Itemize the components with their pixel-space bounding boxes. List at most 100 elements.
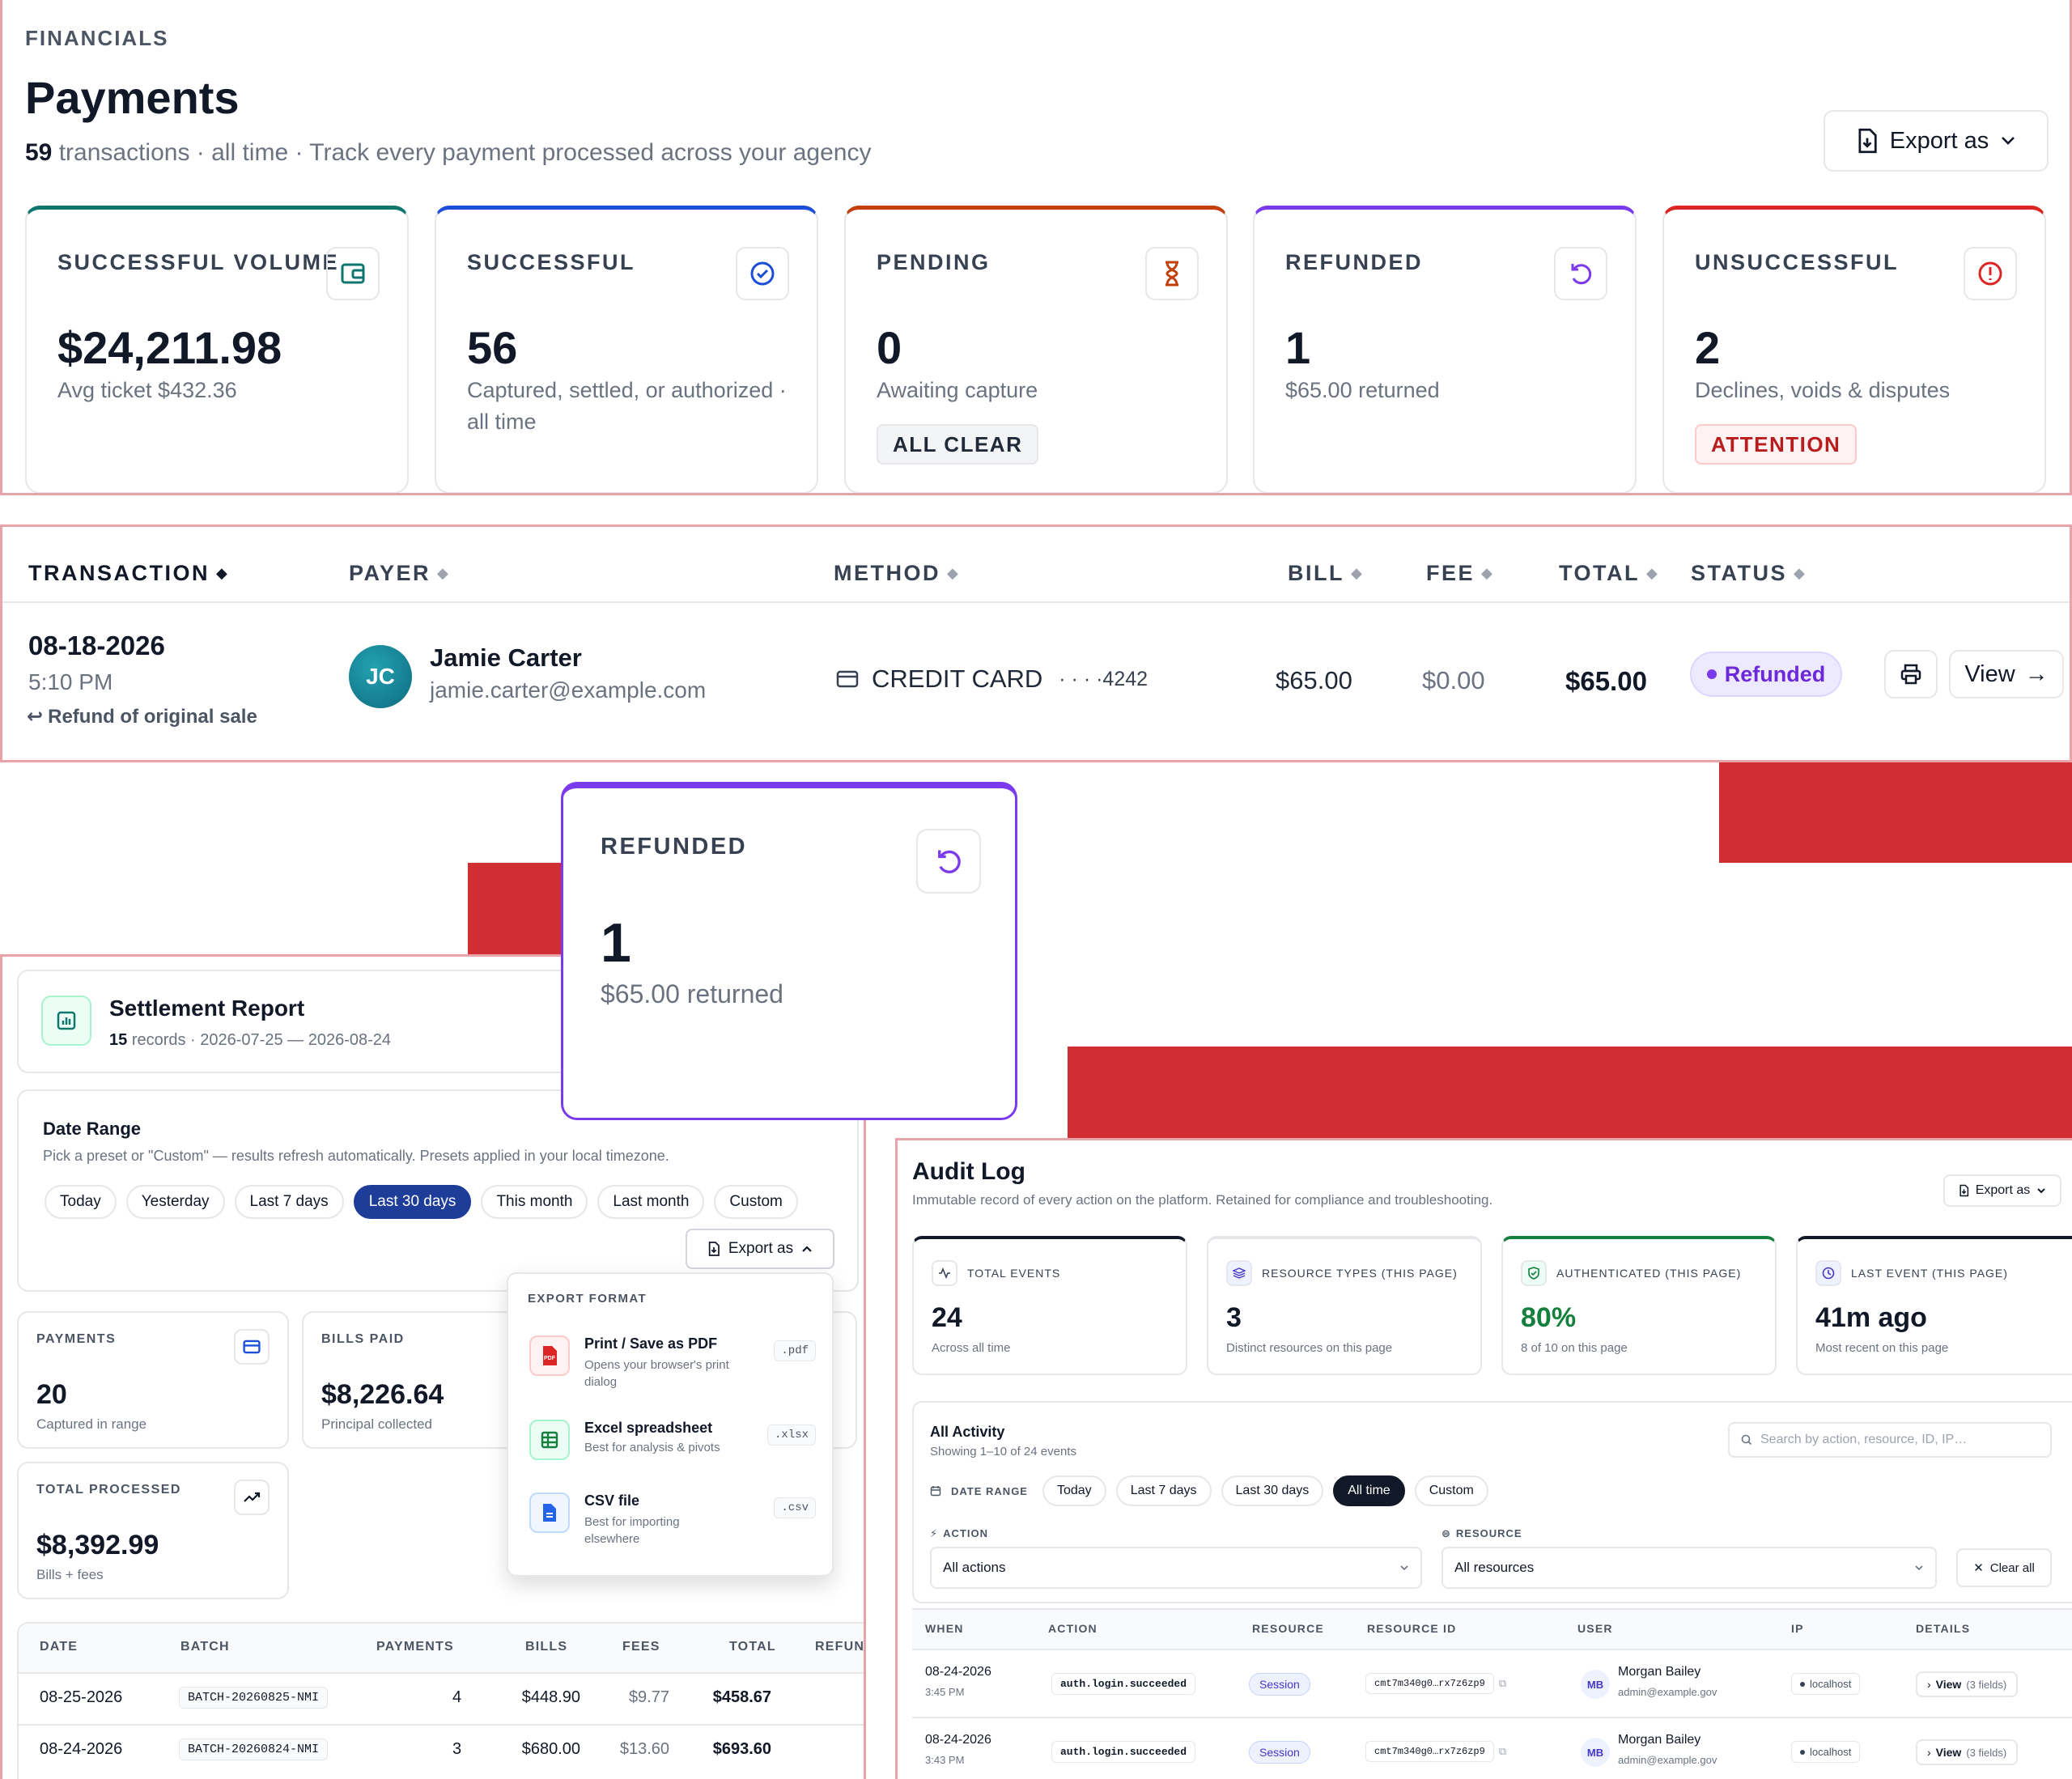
row-email: admin@example.gov [1618,1686,1717,1698]
refund-note-text: Refund of original sale [48,705,257,728]
resource-id-value: cmt7m340g0…rx7z6zp9 [1365,1741,1494,1762]
row-total: $458.67 [712,1688,771,1706]
menu-item-title: Excel spreadsheet [584,1420,713,1436]
stat-value: $8,392.99 [36,1530,159,1560]
preset-custom[interactable]: Custom [714,1185,798,1219]
svg-text:PDF: PDF [544,1356,556,1361]
copy-icon[interactable]: ⧉ [1498,1677,1507,1689]
transaction-time: 5:10 PM [28,669,113,694]
action-select[interactable]: All actions [930,1547,1422,1589]
column-header-bill[interactable]: BILL ◆ [1288,561,1364,586]
row-batch: BATCH-20260825-NMI [179,1687,329,1709]
column-label: BILL [1288,561,1344,585]
stat-card-payments: PAYMENTS 20 Captured in range [17,1311,289,1449]
status-pill-attention: ATTENTION [1695,424,1858,465]
activity-icon [932,1260,957,1286]
export-label: Export as [1889,127,1989,154]
kpi-sub: Awaiting capture [877,378,1038,402]
refresh-icon [1554,247,1607,300]
file-export-icon [707,1241,720,1257]
preset-yesterday[interactable]: Yesterday [125,1185,225,1219]
audit-export-button[interactable]: Export as [1943,1174,2061,1207]
col-date: DATE [40,1640,79,1654]
preset-last-7-days[interactable]: Last 7 days [1115,1475,1212,1506]
stat-label: TOTAL PROCESSED [36,1483,181,1497]
card-value: 24 [932,1302,962,1333]
menu-item-pdf[interactable]: PDF Print / Save as PDF Opens your brows… [518,1327,826,1405]
menu-item-xlsx[interactable]: Excel spreadsheet Best for analysis & pi… [518,1412,826,1476]
table-row[interactable]: 08-24-2026 3:45 PM auth.login.succeeded … [912,1652,2072,1718]
copy-icon[interactable]: ⧉ [1498,1745,1507,1757]
card-sub: Most recent on this page [1815,1341,1949,1355]
row-resource-id: cmt7m340g0…rx7z6zp9 ⧉ [1365,1673,1506,1694]
preset-all-time[interactable]: All time [1333,1475,1405,1506]
column-header-fee[interactable]: FEE ◆ [1426,561,1494,586]
chevron-right-icon: › [1927,1746,1931,1759]
view-button[interactable]: View → [1949,650,2064,698]
date-range-label: DATE RANGE [951,1484,1028,1497]
settlement-export-button[interactable]: Export as [686,1229,834,1269]
row-fees: $9.77 [628,1688,669,1706]
menu-item-csv[interactable]: CSV file Best for importing elsewhere .c… [518,1484,826,1562]
shield-icon [1521,1260,1547,1286]
kpi-sub: Captured, settled, or authorized · all t… [467,378,787,434]
column-header-total[interactable]: TOTAL ◆ [1559,561,1659,586]
details-button[interactable]: › View (3 fields) [1916,1739,2019,1765]
resource-label: RESOURCE [1455,1527,1522,1539]
row-batch: BATCH-20260824-NMI [179,1739,329,1760]
preset-last-month[interactable]: Last month [597,1185,705,1219]
csv-file-icon [529,1492,570,1533]
preset-this-month[interactable]: This month [481,1185,588,1219]
chevron-down-icon [1914,1565,1924,1571]
preset-last-7-days[interactable]: Last 7 days [234,1185,344,1219]
column-header-payer[interactable]: PAYER ◆ [349,561,450,586]
preset-last-30-days[interactable]: Last 30 days [353,1185,472,1219]
spreadsheet-icon [529,1420,570,1460]
view-label: View [1935,1746,1962,1759]
refund-note: ↩ Refund of original sale [27,705,257,728]
table-row[interactable]: 08-24-2026 BATCH-20260824-NMI 3 $680.00 … [19,1724,864,1776]
kpi-value: 1 [601,912,631,974]
avatar: JC [349,645,412,708]
preset-today[interactable]: Today [1042,1475,1106,1506]
sort-icon: ◆ [1481,565,1495,581]
export-button[interactable]: Export as [1824,110,2049,172]
action-label: ACTION [943,1527,988,1539]
column-header-method[interactable]: METHOD ◆ [834,561,960,586]
col-resource-id: RESOURCE ID [1367,1622,1457,1635]
col-when: WHEN [925,1622,964,1635]
details-button[interactable]: › View (3 fields) [1916,1671,2019,1697]
row-bills: $680.00 [521,1740,580,1758]
page-title: Payments [25,72,240,123]
print-button[interactable] [1884,650,1938,698]
col-details: DETAILS [1916,1622,1971,1635]
search-input[interactable]: Search by action, resource, ID, IP… [1728,1422,2052,1458]
col-resource: RESOURCE [1252,1622,1324,1635]
export-label: Export as [1975,1183,2031,1197]
arrow-right-icon: → [2024,660,2049,687]
table-row[interactable]: 08-25-2026 BATCH-20260825-NMI 4 $448.90 … [19,1672,864,1724]
clear-all-button[interactable]: ✕ Clear all [1956,1548,2052,1587]
col-fees: FEES [622,1640,660,1654]
column-label: TOTAL [1559,561,1640,585]
report-title: Settlement Report [109,996,305,1021]
search-placeholder: Search by action, resource, ID, IP… [1760,1433,1968,1446]
table-row[interactable]: 08-18-2026 5:10 PM ↩ Refund of original s… [2,603,2070,760]
fields-count: (3 fields) [1966,1678,2007,1691]
preset-today[interactable]: Today [45,1185,117,1219]
column-label: FEE [1426,561,1475,585]
card-value: 3 [1226,1302,1242,1333]
preset-custom[interactable]: Custom [1414,1475,1488,1506]
export-format-menu: EXPORT FORMAT PDF Print / Save as PDF Op… [507,1272,834,1577]
table-row[interactable]: 08-24-2026 3:43 PM auth.login.succeeded … [912,1720,2072,1779]
kpi-label: PENDING [877,250,991,274]
undo-icon: ↩ [27,706,44,728]
sort-icon: ◆ [1351,565,1365,581]
column-header-status[interactable]: STATUS ◆ [1691,561,1807,586]
page-subtitle: 59 transactions · all time · Track every… [25,139,871,167]
column-header-transaction[interactable]: TRANSACTION ◆ [28,561,229,586]
resource-select[interactable]: All resources [1441,1547,1937,1589]
kpi-card-pending: PENDING 0 Awaiting capture ALL CLEAR [844,206,1228,493]
preset-last-30-days[interactable]: Last 30 days [1221,1475,1324,1506]
transaction-count: 59 [25,139,53,166]
